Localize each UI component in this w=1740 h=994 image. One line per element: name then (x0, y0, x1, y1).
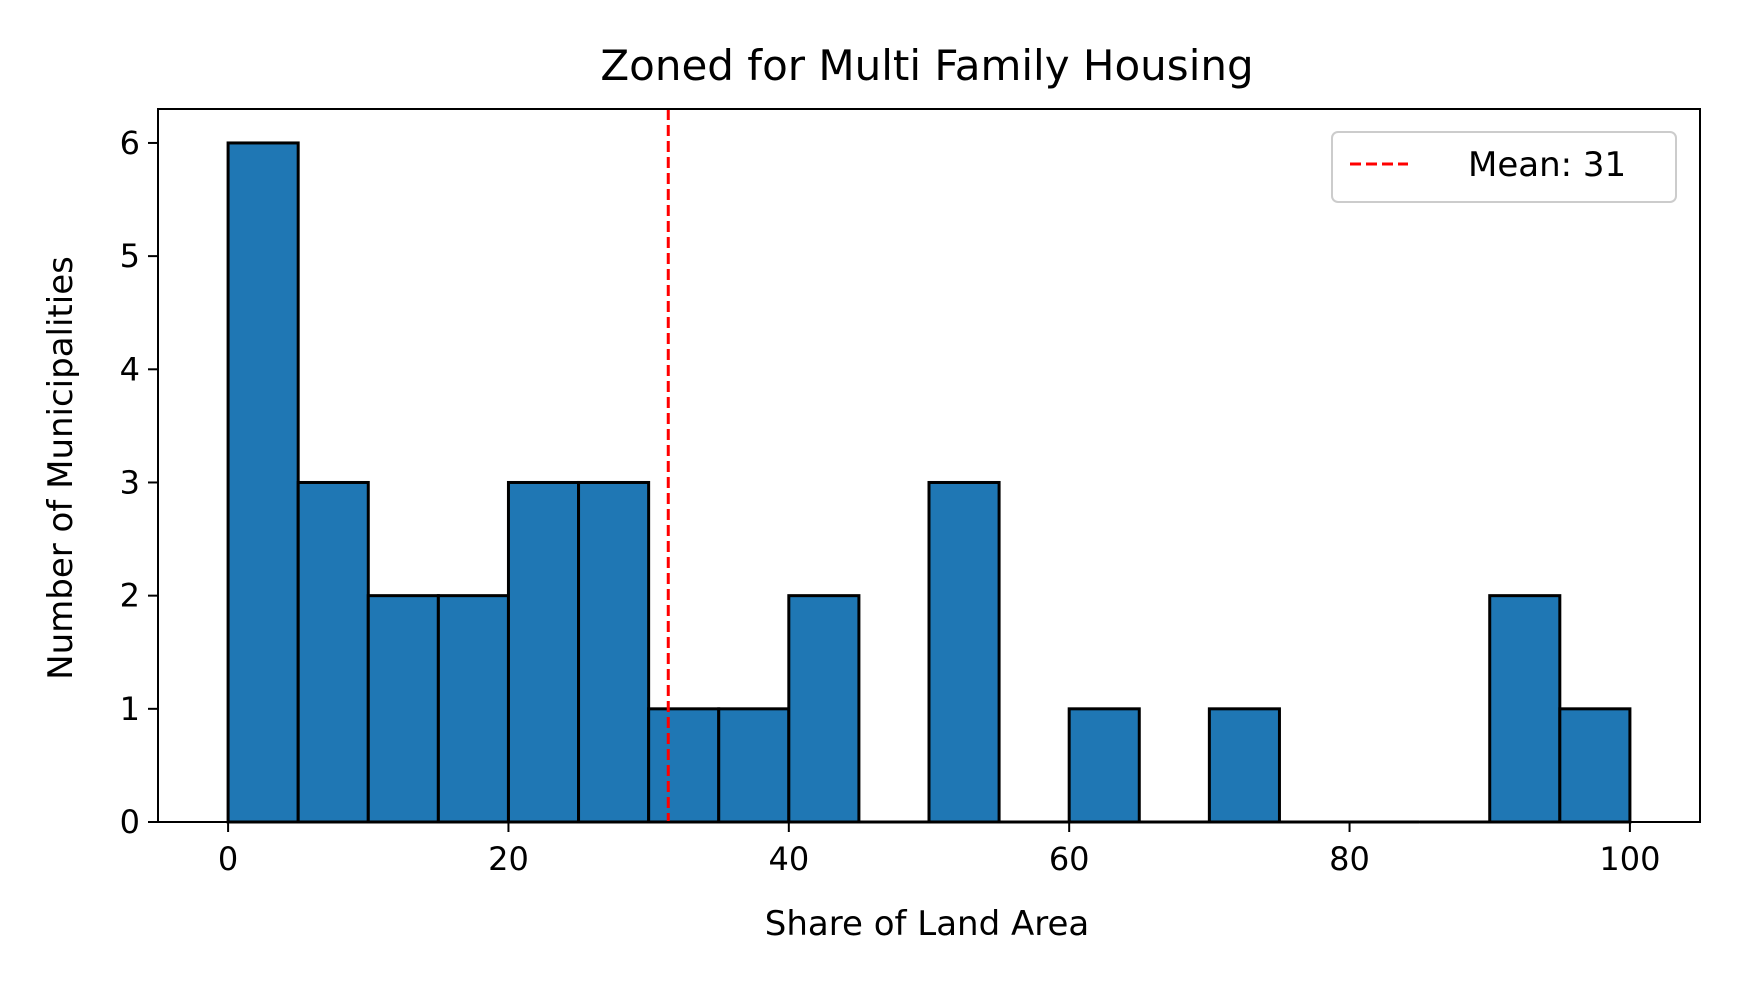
histogram-bar (436, 594, 510, 824)
histogram-bar (366, 594, 440, 824)
y-tick-label: 5 (120, 237, 140, 275)
plot-frame (157, 108, 1701, 823)
histogram-bar (577, 480, 651, 824)
legend: Mean: 31 (1331, 131, 1677, 203)
legend-box (1331, 131, 1677, 203)
chart-title: Zoned for Multi Family Housing (600, 41, 1253, 90)
histogram-bar (1488, 594, 1562, 824)
x-axis-label: Share of Land Area (765, 904, 1089, 944)
x-tick-label: 60 (1049, 840, 1090, 878)
axes-layer: 0 20 40 60 80 100 0 1 2 3 4 5 6 (120, 108, 1701, 878)
y-tick-label: 0 (120, 803, 140, 841)
y-tick-label: 6 (120, 124, 140, 162)
histogram-bar (927, 480, 1001, 824)
histogram-bar (506, 480, 581, 824)
histogram-bar (226, 141, 300, 824)
histogram-bar (296, 480, 370, 824)
y-axis-label: Number of Municipalities (41, 256, 81, 680)
x-tick-label: 0 (218, 840, 238, 878)
histogram-bar (647, 707, 721, 824)
histogram-bar (1558, 707, 1632, 824)
bars-layer (226, 141, 1632, 824)
y-tick-label: 2 (120, 577, 140, 615)
histogram-bar (717, 707, 791, 824)
histogram-bar (1207, 707, 1281, 824)
y-tick-label: 4 (120, 350, 140, 388)
x-tick-label: 80 (1329, 840, 1370, 878)
legend-mean-label: Mean: 31 (1468, 145, 1626, 185)
histogram-bar (787, 594, 861, 824)
x-tick-label: 100 (1599, 840, 1660, 878)
y-tick-label: 1 (120, 690, 140, 728)
x-tick-label: 20 (488, 840, 529, 878)
x-tick-label: 40 (768, 840, 809, 878)
histogram-bar (1067, 707, 1141, 824)
y-tick-label: 3 (120, 463, 140, 501)
